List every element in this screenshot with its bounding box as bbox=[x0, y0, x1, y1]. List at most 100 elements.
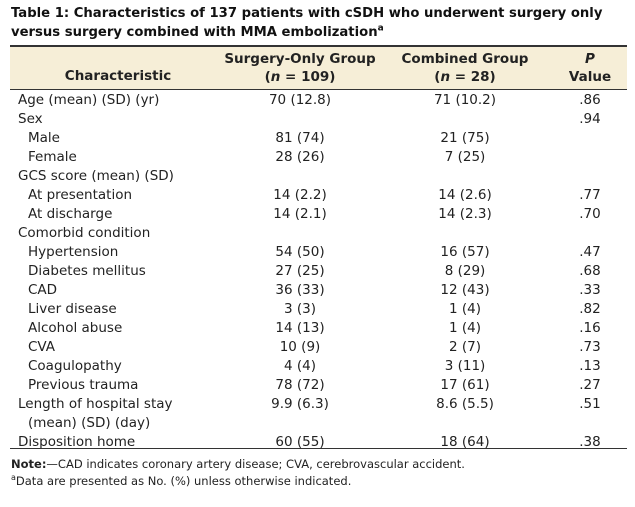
combined-value: 1 (4) bbox=[448, 301, 481, 317]
row-label: GCS score (mean) (SD) bbox=[18, 168, 174, 184]
table-row: (mean) (SD) (day) bbox=[10, 414, 627, 433]
header-p-letter: P bbox=[585, 51, 595, 67]
table-caption: Table 1: Characteristics of 137 patients… bbox=[11, 4, 626, 42]
surgery-only-value: 60 (55) bbox=[275, 434, 325, 450]
p-value: .13 bbox=[579, 358, 601, 374]
combined-value: 21 (75) bbox=[440, 130, 490, 146]
footnote-marker: a bbox=[11, 473, 16, 483]
header-combined-group: Combined Group (n = 28) bbox=[385, 50, 545, 86]
row-label: Liver disease bbox=[28, 301, 117, 317]
surgery-only-value: 28 (26) bbox=[275, 149, 325, 165]
row-label: Length of hospital stay bbox=[18, 396, 173, 412]
header-p-value: P Value bbox=[565, 50, 615, 86]
row-label: Comorbid condition bbox=[18, 225, 151, 241]
header-combined-name: Combined Group bbox=[401, 51, 529, 67]
combined-value: 17 (61) bbox=[440, 377, 490, 393]
row-label: At presentation bbox=[28, 187, 133, 203]
combined-value: 18 (64) bbox=[440, 434, 490, 450]
row-label: (mean) (SD) (day) bbox=[28, 415, 151, 431]
table-row: Male 81 (74) 21 (75) bbox=[10, 129, 627, 148]
note-text: —CAD indicates coronary artery disease; … bbox=[46, 457, 465, 471]
table-row: Female 28 (26) 7 (25) bbox=[10, 148, 627, 167]
header-combined-n: (n = 28) bbox=[434, 69, 496, 85]
row-label: CAD bbox=[28, 282, 58, 298]
surgery-only-value: 81 (74) bbox=[275, 130, 325, 146]
row-label: Female bbox=[28, 149, 77, 165]
surgery-only-value: 14 (13) bbox=[275, 320, 325, 336]
surgery-only-value: 78 (72) bbox=[275, 377, 325, 393]
p-value: .38 bbox=[579, 434, 601, 450]
table-row: GCS score (mean) (SD) bbox=[10, 167, 627, 186]
table-header: Characteristic Surgery-Only Group (n = 1… bbox=[10, 45, 627, 90]
combined-value: 16 (57) bbox=[440, 244, 490, 260]
surgery-only-value: 14 (2.2) bbox=[273, 187, 327, 203]
p-value: .77 bbox=[579, 187, 601, 203]
table-row: Disposition home 60 (55) 18 (64) .38 bbox=[10, 433, 627, 452]
table-row: Age (mean) (SD) (yr) 70 (12.8) 71 (10.2) .8… bbox=[10, 91, 627, 110]
surgery-only-value: 36 (33) bbox=[275, 282, 325, 298]
table-row: CAD 36 (33) 12 (43) .33 bbox=[10, 281, 627, 300]
table-row: Length of hospital stay 9.9 (6.3) 8.6 (5.5… bbox=[10, 395, 627, 414]
p-value: .47 bbox=[579, 244, 601, 260]
row-label: CVA bbox=[28, 339, 56, 355]
combined-value: 3 (11) bbox=[444, 358, 486, 374]
combined-value: 8 (29) bbox=[444, 263, 486, 279]
combined-value: 2 (7) bbox=[448, 339, 481, 355]
p-value: .33 bbox=[579, 282, 601, 298]
table-row: Liver disease 3 (3) 1 (4) .82 bbox=[10, 300, 627, 319]
surgery-only-value: 9.9 (6.3) bbox=[271, 396, 329, 412]
surgery-only-value: 3 (3) bbox=[283, 301, 316, 317]
row-label: Previous trauma bbox=[28, 377, 139, 393]
p-value: .68 bbox=[579, 263, 601, 279]
caption-footnote-marker: a bbox=[377, 23, 384, 34]
table-row: At discharge 14 (2.1) 14 (2.3) .70 bbox=[10, 205, 627, 224]
combined-value: 1 (4) bbox=[448, 320, 481, 336]
p-value: .27 bbox=[579, 377, 601, 393]
table-row: At presentation 14 (2.2) 14 (2.6) .77 bbox=[10, 186, 627, 205]
table-title: Table 1: Characteristics of 137 patients… bbox=[11, 6, 603, 40]
row-label: Alcohol abuse bbox=[28, 320, 123, 336]
table-footnote: aData are presented as No. (%) unless ot… bbox=[11, 473, 626, 489]
table-row: Diabetes mellitus 27 (25) 8 (29) .68 bbox=[10, 262, 627, 281]
table-row: Alcohol abuse 14 (13) 1 (4) .16 bbox=[10, 319, 627, 338]
table-row: Hypertension 54 (50) 16 (57) .47 bbox=[10, 243, 627, 262]
surgery-only-value: 4 (4) bbox=[283, 358, 316, 374]
p-value: .51 bbox=[579, 396, 601, 412]
row-label: Sex bbox=[18, 111, 43, 127]
combined-value: 14 (2.3) bbox=[438, 206, 492, 222]
row-label: Male bbox=[28, 130, 60, 146]
combined-value: 12 (43) bbox=[440, 282, 490, 298]
p-value: .16 bbox=[579, 320, 601, 336]
header-surgery-only-name: Surgery-Only Group bbox=[224, 51, 376, 67]
surgery-only-value: 70 (12.8) bbox=[268, 92, 332, 108]
surgery-only-value: 27 (25) bbox=[275, 263, 325, 279]
characteristics-table: Characteristic Surgery-Only Group (n = 1… bbox=[10, 45, 627, 450]
note-label: Note: bbox=[11, 457, 47, 471]
header-surgery-only-group: Surgery-Only Group (n = 109) bbox=[210, 50, 390, 86]
surgery-only-value: 54 (50) bbox=[275, 244, 325, 260]
p-value: .94 bbox=[579, 111, 601, 127]
table-row: CVA 10 (9) 2 (7) .73 bbox=[10, 338, 627, 357]
table-bottom-rule bbox=[10, 448, 627, 449]
table-row: Sex .94 bbox=[10, 110, 627, 129]
combined-value: 8.6 (5.5) bbox=[436, 396, 494, 412]
header-characteristic: Characteristic bbox=[64, 68, 172, 84]
table-row: Coagulopathy 4 (4) 3 (11) .13 bbox=[10, 357, 627, 376]
row-label: Hypertension bbox=[28, 244, 119, 260]
table-row: Comorbid condition bbox=[10, 224, 627, 243]
surgery-only-value: 10 (9) bbox=[279, 339, 321, 355]
row-label: Disposition home bbox=[18, 434, 136, 450]
combined-value: 14 (2.6) bbox=[438, 187, 492, 203]
p-value: .70 bbox=[579, 206, 601, 222]
p-value: .73 bbox=[579, 339, 601, 355]
p-value: .82 bbox=[579, 301, 601, 317]
header-surgery-only-n: (n = 109) bbox=[264, 69, 336, 85]
table-note: Note:—CAD indicates coronary artery dise… bbox=[11, 456, 626, 472]
combined-value: 71 (10.2) bbox=[433, 92, 497, 108]
row-label: Coagulopathy bbox=[28, 358, 122, 374]
row-label: Diabetes mellitus bbox=[28, 263, 146, 279]
row-label: At discharge bbox=[28, 206, 113, 222]
combined-value: 7 (25) bbox=[444, 149, 486, 165]
table-row: Previous trauma 78 (72) 17 (61) .27 bbox=[10, 376, 627, 395]
header-value-word: Value bbox=[568, 69, 612, 85]
